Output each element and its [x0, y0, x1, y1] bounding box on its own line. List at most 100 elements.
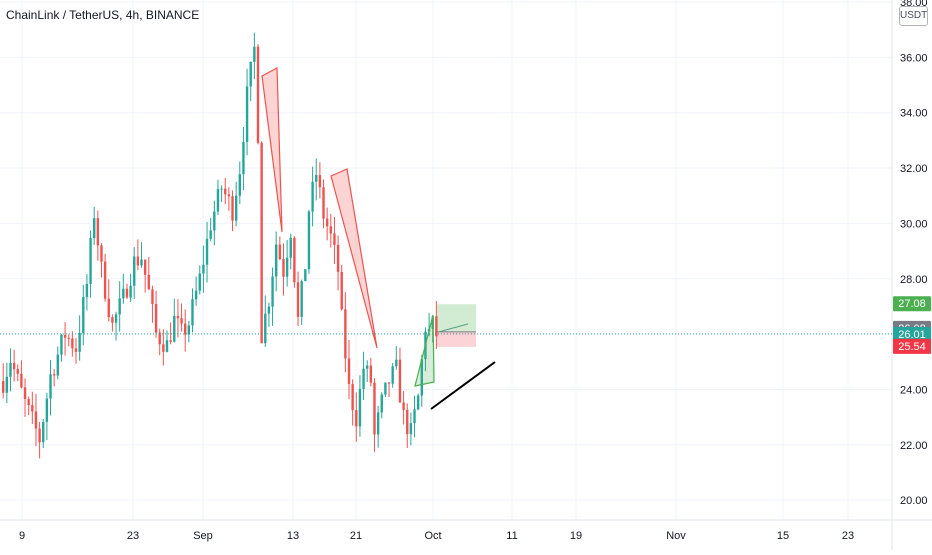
chart-title: ChainLink / TetherUS, 4h, BINANCE	[6, 8, 200, 22]
candle-body	[307, 211, 311, 270]
x-tick-label: 13	[287, 530, 299, 542]
candle-body	[96, 218, 100, 246]
candle-body	[406, 409, 409, 435]
x-tick-label: 11	[506, 530, 517, 542]
candle-body	[413, 409, 416, 424]
candle-body	[162, 344, 165, 352]
candle-body	[9, 362, 12, 377]
candle-body	[49, 374, 52, 399]
candle-body	[318, 175, 322, 188]
candle-body	[173, 315, 176, 342]
candle-body	[45, 398, 49, 422]
candle-body	[325, 218, 329, 227]
candle-body	[136, 256, 140, 266]
x-tick-label: 19	[570, 530, 582, 542]
candle-body	[63, 334, 67, 338]
candle-body	[234, 195, 238, 221]
x-tick-label: Nov	[666, 530, 686, 542]
candle-body	[358, 389, 362, 427]
candle-body	[125, 288, 129, 298]
candle-body	[267, 306, 271, 314]
x-tick-label: 15	[777, 530, 789, 542]
candle-body	[245, 86, 249, 142]
y-tick-label: 24.00	[900, 384, 928, 396]
y-tick-label: 20.00	[900, 495, 928, 507]
candles-group	[2, 32, 438, 459]
candle-body	[82, 297, 85, 333]
candle-body	[158, 332, 161, 345]
candle-body	[187, 325, 191, 335]
candle-body	[34, 411, 38, 429]
x-tick-label: 23	[842, 530, 854, 542]
candle-body	[387, 382, 391, 384]
candle-body	[16, 369, 19, 374]
candle-body	[395, 359, 398, 367]
candle-body	[355, 410, 358, 427]
candle-body	[347, 358, 351, 384]
price-badge-red	[893, 338, 931, 354]
bearish-triangle-drawing	[330, 168, 378, 349]
candle-body	[238, 174, 241, 196]
x-tick-label: 23	[127, 530, 139, 542]
candle-body	[209, 230, 212, 239]
candle-body	[78, 332, 81, 352]
candle-body	[202, 264, 205, 274]
candle-body	[227, 194, 231, 197]
candle-body	[107, 298, 110, 318]
candle-body	[380, 394, 383, 413]
candle-body	[311, 181, 314, 212]
currency-button[interactable]: USDT	[899, 6, 928, 26]
candle-body	[198, 273, 201, 291]
candle-body	[23, 387, 27, 400]
candle-body	[194, 290, 198, 300]
candle-body	[402, 402, 405, 410]
candle-body	[38, 428, 41, 443]
candle-body	[373, 382, 376, 435]
price-badge-label: 26.01	[898, 329, 926, 341]
candle-body	[256, 46, 260, 143]
candle-body	[260, 142, 263, 344]
candle-body	[376, 412, 380, 435]
candle-body	[264, 313, 267, 344]
y-tick-label: 30.00	[900, 218, 928, 230]
candle-body	[31, 405, 34, 412]
candle-body	[391, 366, 394, 384]
candle-body	[133, 256, 136, 286]
candle-body	[52, 374, 56, 376]
candle-body	[205, 238, 209, 265]
bearish-triangle-drawing	[261, 67, 283, 233]
candle-body	[315, 175, 318, 182]
x-tick-label: Sep	[193, 530, 213, 542]
candle-body	[89, 238, 92, 284]
candle-body	[169, 340, 172, 342]
candle-body	[340, 271, 343, 310]
price-badge-green	[893, 296, 931, 312]
y-tick-label: 28.00	[900, 274, 928, 286]
candle-body	[275, 244, 278, 277]
candle-body	[293, 237, 296, 283]
candle-body	[253, 46, 256, 62]
candle-body	[369, 365, 373, 383]
candle-body	[27, 399, 30, 406]
candle-body	[103, 261, 107, 299]
y-tick-label: 36.00	[900, 52, 928, 64]
candle-body	[114, 314, 118, 323]
x-tick-label: 9	[19, 530, 25, 542]
position-arrow	[438, 323, 469, 333]
candle-body	[416, 395, 420, 410]
long-position-stop-zone	[437, 331, 476, 347]
candle-body	[143, 259, 147, 275]
candle-body	[220, 188, 223, 190]
candle-body	[111, 317, 114, 323]
candle-body	[12, 362, 16, 370]
candle-body	[271, 276, 274, 307]
candle-body	[289, 237, 292, 258]
candle-body	[74, 348, 78, 352]
y-tick-label: 34.00	[900, 108, 928, 120]
candle-body	[151, 289, 154, 305]
candle-body	[249, 61, 252, 87]
bullish-triangle-drawing	[414, 314, 435, 387]
candle-body	[147, 274, 150, 290]
